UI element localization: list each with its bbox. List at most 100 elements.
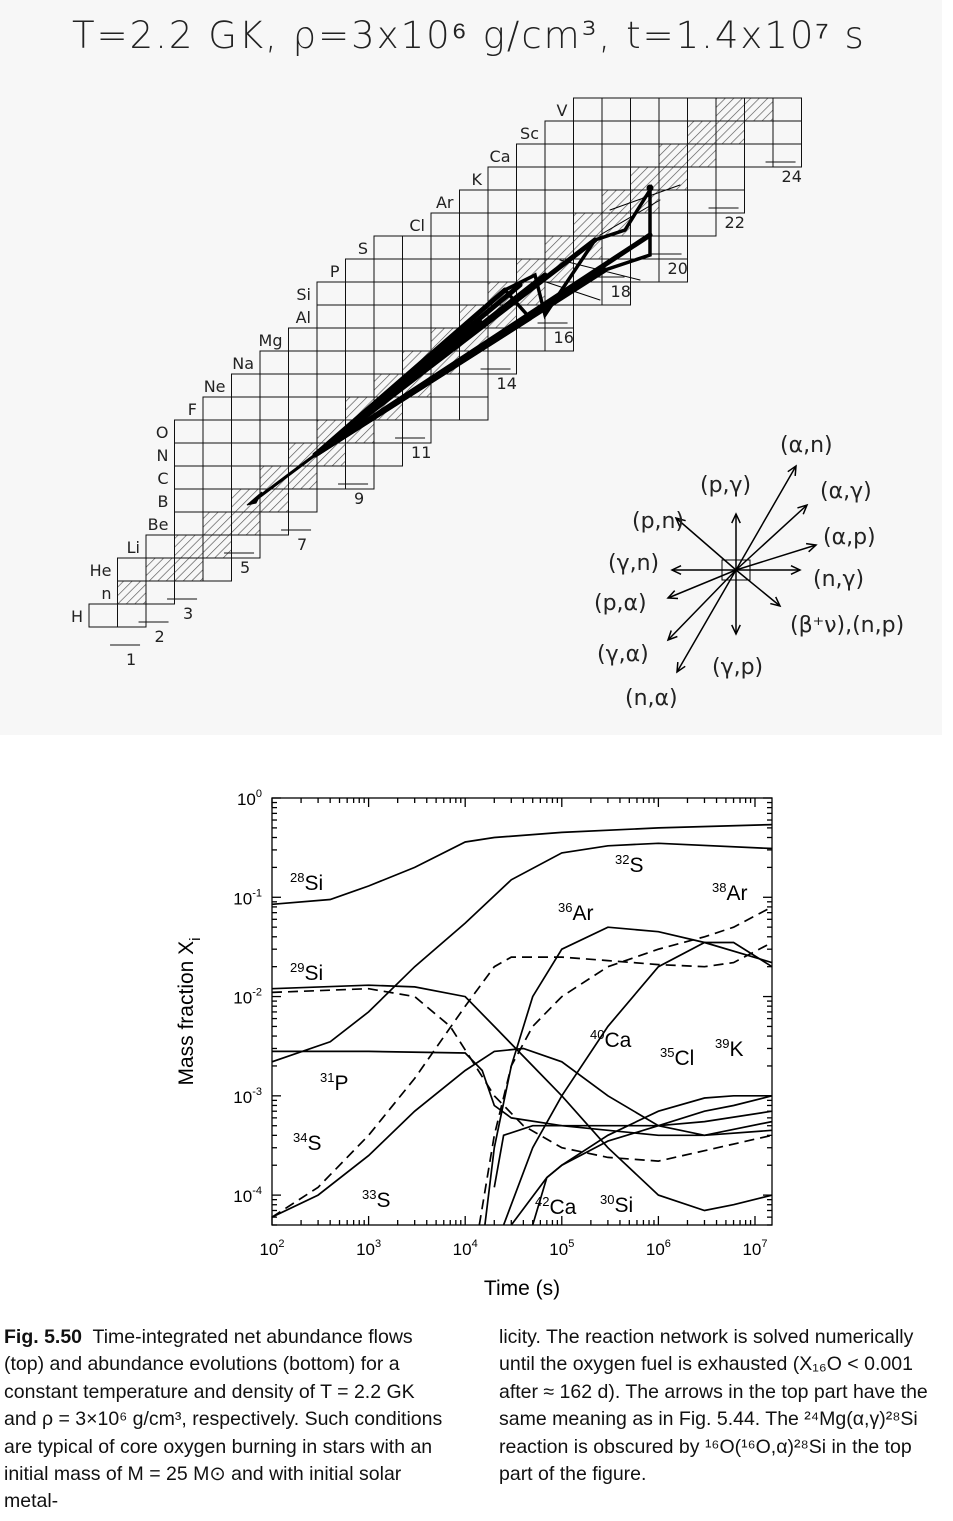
nuclide-cell [573,143,603,168]
nuclide-cell [487,212,517,237]
reaction-arrowhead [731,624,741,636]
reaction-arrowhead [805,542,818,553]
series-33S [272,1047,772,1218]
nuclide-cell [715,189,745,214]
figure-label: Fig. 5.50 [4,1326,83,1348]
nuclide-cell [601,120,631,145]
nuclide-cell [373,304,403,329]
nuclide-cell [117,603,147,628]
nuclide-cell [459,212,489,237]
nuclide-cell [345,281,375,306]
neutron-number: 5 [240,558,250,577]
element-label: n [101,584,111,603]
nuclide-cell [544,189,574,214]
nuclide-cell [259,419,289,444]
reaction-label: (p,α) [594,591,647,616]
nuclide-cell [402,258,432,283]
nuclide-cell [544,235,574,260]
nuclide-cell [145,534,175,559]
neutron-number: 11 [411,443,431,462]
nuclide-cell [573,120,603,145]
element-label: Cl [409,216,425,235]
nuclide-cell [459,235,489,260]
neutron-number: 7 [297,535,307,554]
reaction-arrow [735,569,781,607]
series-label: 35Cl [660,1045,694,1070]
nuclide-cell [288,350,318,375]
x-tick-label: 102 [259,1238,284,1259]
reaction-label: (γ,n) [608,551,659,576]
nuclide-cell [316,373,346,398]
flow-line-thin [539,279,601,301]
nuclide-cell [630,143,660,168]
y-axis-label: Mass fraction Xi [175,937,204,1085]
nuclide-cell [601,97,631,122]
nuclide-cell [516,189,546,214]
nuclide-cell [231,534,261,559]
element-label: Si [296,285,311,304]
series-28Si [272,823,772,906]
reaction-label: (α,p) [823,525,876,550]
x-tick-label: 105 [549,1238,574,1259]
reaction-legend-labels: (α,n) (p,γ) (α,γ) (p,n) (α,p) (γ,n) (n,γ) (p,α)… [594,433,904,711]
tick-labels: 102 103 104 105 106 107 100 10-1 10-2 10-3 10-4 [233,788,767,1259]
nuclide-cell [487,189,517,214]
nuclide-cell [658,120,688,145]
network-panel [0,0,942,735]
nuclide-cell [516,235,546,260]
series-label: 40Ca [590,1027,632,1052]
nuclide-cell [345,442,375,467]
nuclide-cell [430,212,460,237]
nuclide-cell [459,281,489,306]
element-label: Li [127,538,140,557]
nuclide-cell [145,580,175,605]
neutron-number: 16 [554,328,574,347]
series-35Cl [493,1110,772,1188]
reaction-arrowhead [797,503,809,515]
nuclide-cell [316,281,346,306]
nuclide-cell [715,97,745,122]
flow-arrowhead [246,491,263,506]
nuclide-cell [430,396,460,421]
nuclide-cell [544,120,574,145]
element-label: Ar [436,193,454,212]
nuclide-cell [430,304,460,329]
legend-center-box [721,559,751,581]
nuclide-cell [288,419,318,444]
element-label: Na [232,354,254,373]
caption-right: licity. The reaction network is solved n… [499,1324,947,1488]
reaction-arrow [675,517,737,571]
nuclide-cell [715,166,745,191]
reaction-label: (n,α) [625,686,678,711]
nuclide-cell [174,511,204,536]
series-labels: 28Si 32S 29Si 30Si 31P 34S 33S 36Ar 38Ar 40Ca 35Cl… [290,852,747,1219]
nuclide-cell [373,350,403,375]
nuclide-cell [402,235,432,260]
nuclide-cell [516,327,546,352]
series-label: 38Ar [712,880,747,905]
element-label: Be [148,515,169,534]
nuclide-cell [516,166,546,191]
nuclide-cell [373,281,403,306]
reaction-arrow [735,465,797,571]
series-label: 28Si [290,870,323,895]
series-30Si [272,984,772,1212]
caption-left: Fig. 5.50 Time-integrated net abundance … [4,1324,452,1516]
nuclide-cell [487,350,517,375]
nuclide-cell [117,580,147,605]
flow-line-thin [599,199,661,236]
series-label: 42Ca [535,1194,577,1219]
nuclide-cell [658,212,688,237]
neutron-number: 22 [725,213,745,232]
nuclide-cell [487,235,517,260]
reaction-arrowhead [674,516,686,528]
nuclide-cell [544,143,574,168]
nuclide-cell [459,373,489,398]
nuclide-cell [174,465,204,490]
caption-right-text: licity. The reaction network is solved n… [499,1326,928,1486]
neutron-number: 14 [497,374,517,393]
y-tick-label: 10-3 [233,1086,262,1107]
nuclide-grid [88,97,802,628]
nuclide-cell [202,442,232,467]
nuclide-cell [373,235,403,260]
